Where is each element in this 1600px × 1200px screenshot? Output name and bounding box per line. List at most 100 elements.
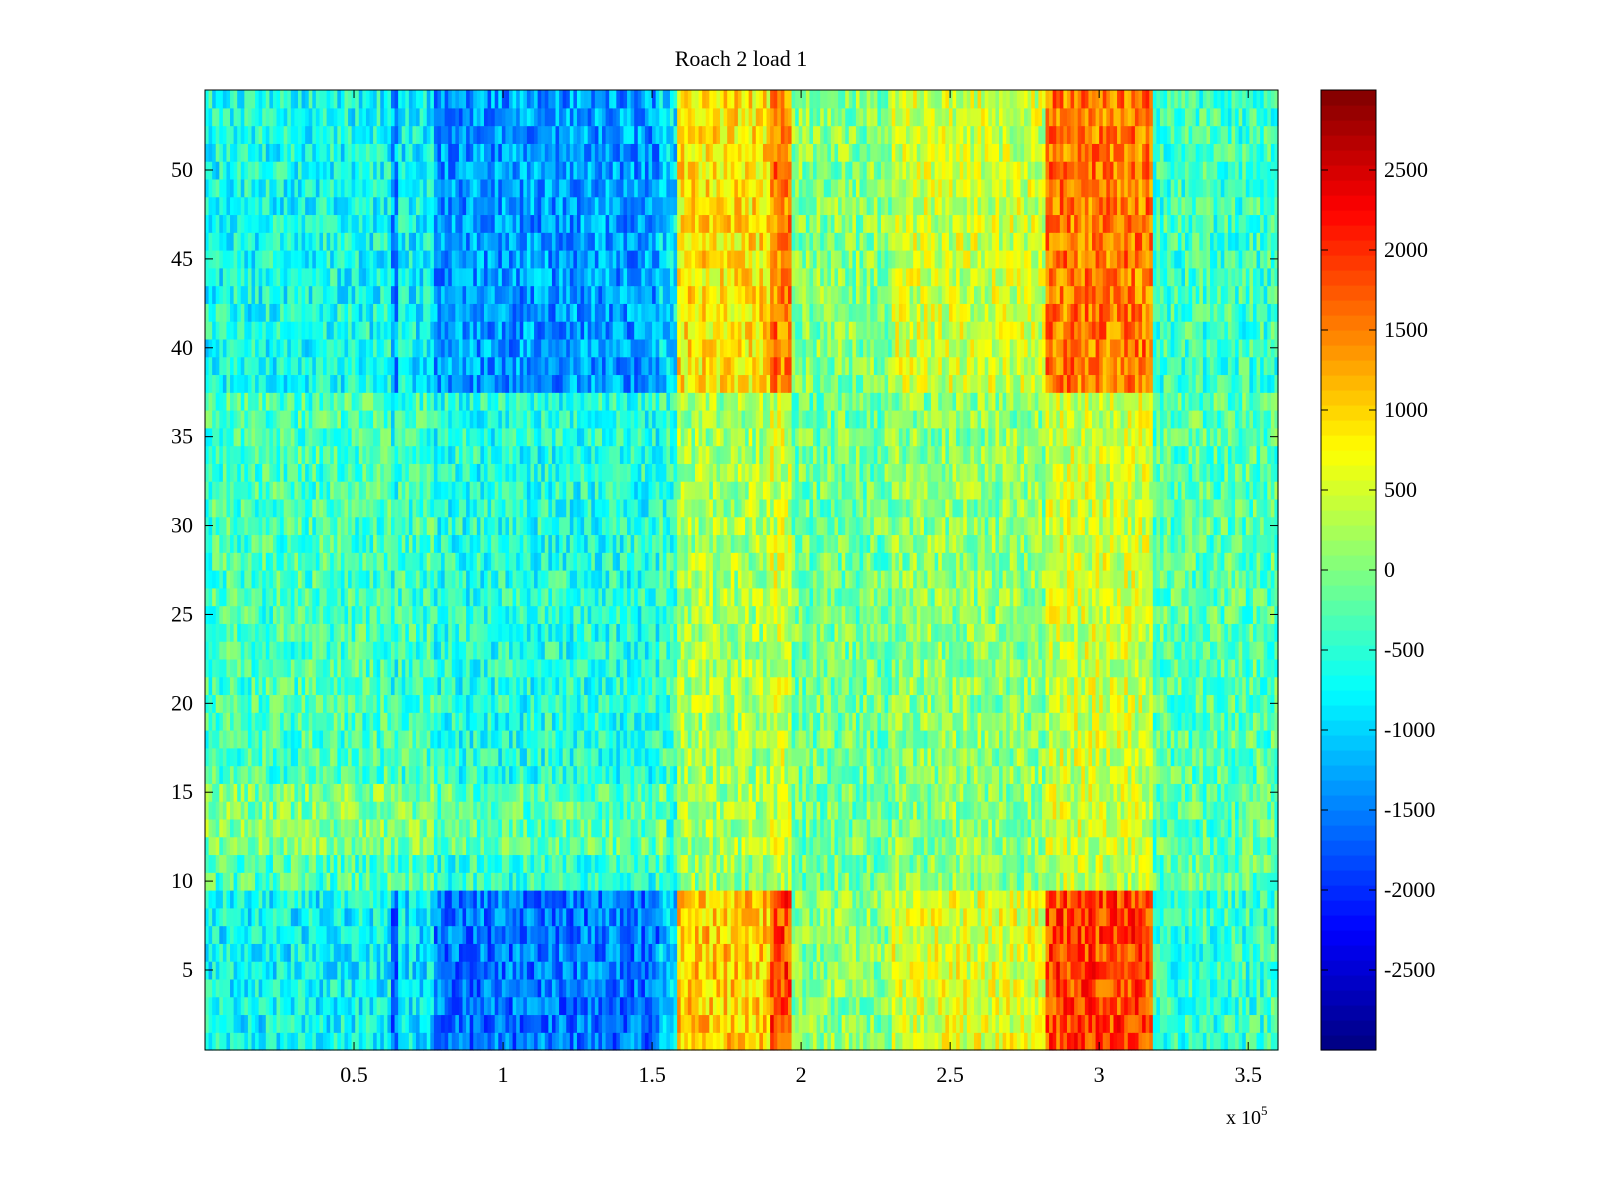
heatmap-cell <box>1049 783 1054 802</box>
heatmap-cell <box>845 854 850 873</box>
heatmap-cell <box>938 872 943 891</box>
heatmap-cell <box>1009 818 1014 838</box>
heatmap-cell <box>880 996 886 1016</box>
heatmap-cell <box>305 996 310 1016</box>
heatmap-cell <box>1134 978 1140 998</box>
heatmap-cell <box>541 783 546 802</box>
heatmap-cell <box>330 872 335 891</box>
heatmap-cell <box>512 978 517 998</box>
heatmap-cell <box>398 783 403 802</box>
heatmap-cell <box>609 1032 614 1051</box>
heatmap-cell <box>426 943 431 962</box>
heatmap-cell <box>691 872 696 891</box>
heatmap-cell <box>695 836 700 856</box>
heatmap-cell <box>609 801 614 820</box>
heatmap-cell <box>491 907 496 927</box>
heatmap-cell <box>734 854 739 873</box>
heatmap-cell <box>344 907 349 927</box>
heatmap-cell <box>612 801 617 820</box>
heatmap-cell <box>712 978 718 998</box>
heatmap-cell <box>1177 890 1183 909</box>
heatmap-cell <box>1195 943 1200 962</box>
heatmap-cell <box>1031 996 1036 1016</box>
heatmap-cell <box>262 1032 267 1051</box>
heatmap-cell <box>355 961 360 980</box>
heatmap-cell <box>927 1014 932 1033</box>
heatmap-cell <box>244 943 249 962</box>
heatmap-cell <box>609 818 614 838</box>
heatmap-cell <box>448 765 453 784</box>
heatmap-cell <box>823 783 828 802</box>
heatmap-cell <box>852 943 857 962</box>
heatmap-cell <box>1006 872 1011 891</box>
heatmap-cell <box>659 1014 664 1033</box>
heatmap-cell <box>276 783 281 802</box>
heatmap-cell <box>1199 996 1204 1016</box>
heatmap-cell <box>1224 818 1229 838</box>
heatmap-cell <box>991 854 997 873</box>
heatmap-cell <box>444 818 449 838</box>
heatmap-cell <box>1245 890 1250 909</box>
heatmap-cell <box>870 978 875 998</box>
heatmap-cell <box>573 765 578 784</box>
heatmap-cell <box>652 872 657 891</box>
heatmap-cell <box>805 765 811 784</box>
heatmap-cell <box>1077 996 1082 1016</box>
heatmap-cell <box>981 783 986 802</box>
heatmap-cell <box>333 978 338 998</box>
heatmap-cell <box>369 818 374 838</box>
heatmap-cell <box>237 925 242 944</box>
heatmap-cell <box>441 1014 446 1033</box>
heatmap-cell <box>308 747 313 767</box>
heatmap-cell <box>981 1032 986 1051</box>
heatmap-cell <box>1263 890 1268 909</box>
heatmap-cell <box>644 961 650 980</box>
heatmap-cell <box>301 943 306 962</box>
heatmap-cell <box>255 925 260 944</box>
heatmap-cell <box>652 907 657 927</box>
heatmap-cell <box>1249 872 1254 891</box>
heatmap-cell <box>1109 1014 1115 1033</box>
heatmap-cell <box>319 943 324 962</box>
heatmap-cell <box>830 801 836 820</box>
heatmap-cell <box>412 765 417 784</box>
heatmap-cell <box>1159 801 1165 820</box>
heatmap-cell <box>458 943 464 962</box>
heatmap-cell <box>938 890 943 909</box>
heatmap-cell <box>444 943 449 962</box>
heatmap-cell <box>759 872 764 891</box>
heatmap-cell <box>845 943 850 962</box>
heatmap-cell <box>230 978 235 998</box>
heatmap-cell <box>344 978 349 998</box>
heatmap-cell <box>995 1014 1000 1033</box>
heatmap-cell <box>802 872 807 891</box>
heatmap-cell <box>1145 978 1150 998</box>
heatmap-cell <box>605 978 610 998</box>
heatmap-cell <box>1267 765 1272 784</box>
heatmap-cell <box>866 996 871 1016</box>
heatmap-cell <box>916 925 921 944</box>
heatmap-cell <box>344 890 349 909</box>
heatmap-cell <box>866 765 871 784</box>
heatmap-cell <box>870 925 875 944</box>
heatmap-cell <box>934 836 939 856</box>
heatmap-cell <box>509 783 514 802</box>
heatmap-cell <box>244 801 249 820</box>
heatmap-cell <box>1142 961 1147 980</box>
heatmap-cell <box>283 854 288 873</box>
heatmap-cell <box>1181 783 1186 802</box>
heatmap-cell <box>323 996 328 1016</box>
heatmap-cell <box>898 1014 904 1033</box>
heatmap-cell <box>648 1014 653 1033</box>
heatmap-cell <box>684 1032 689 1051</box>
heatmap-cell <box>365 801 371 820</box>
heatmap-cell <box>1181 854 1186 873</box>
heatmap-cell <box>877 818 882 838</box>
heatmap-cell <box>999 1032 1004 1051</box>
heatmap-cell <box>491 943 496 962</box>
heatmap-cell <box>995 961 1000 980</box>
heatmap-cell <box>448 783 453 802</box>
heatmap-cell <box>1131 907 1136 927</box>
heatmap-cell <box>1056 872 1061 891</box>
heatmap-cell <box>244 765 249 784</box>
